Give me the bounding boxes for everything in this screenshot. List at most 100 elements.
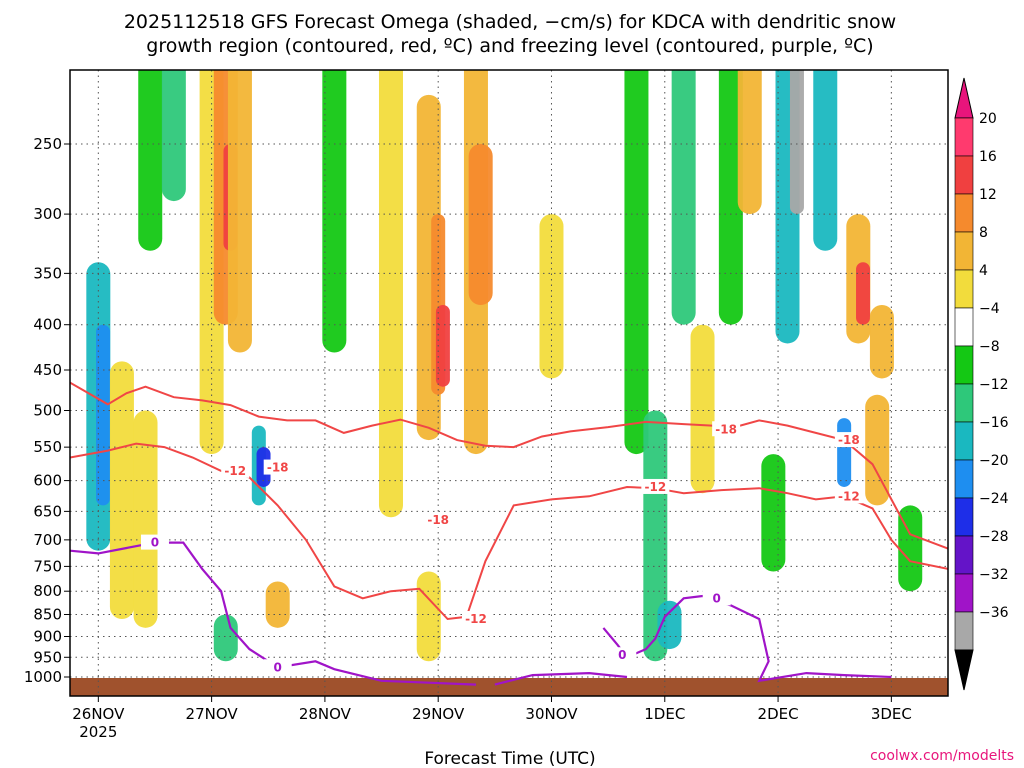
colorbar-swatch bbox=[954, 155, 974, 195]
y-tick-label: 750 bbox=[33, 557, 62, 575]
y-tick-label: 950 bbox=[33, 648, 62, 666]
y-tick-label: 700 bbox=[33, 531, 62, 549]
omega-cell bbox=[227, 70, 252, 353]
omega-cell bbox=[322, 70, 347, 353]
contour-label-bg bbox=[608, 647, 637, 663]
omega-cell bbox=[856, 262, 871, 325]
y-tick-label: 600 bbox=[33, 472, 62, 490]
contour-label: -18 bbox=[838, 433, 860, 447]
x-axis-label: Forecast Time (UTC) bbox=[424, 749, 595, 768]
omega-cell bbox=[109, 361, 134, 620]
y-tick-label: 400 bbox=[33, 316, 62, 334]
colorbar-tick-label: −12 bbox=[979, 377, 1009, 393]
colorbar-swatch bbox=[954, 573, 974, 613]
colorbar-tick-label: 12 bbox=[979, 187, 997, 203]
colorbar-tick-label: 8 bbox=[979, 225, 988, 241]
colorbar-swatch bbox=[954, 117, 974, 157]
contour-label: 0 bbox=[618, 648, 626, 662]
colorbar-tick-label: −28 bbox=[979, 529, 1009, 545]
title-line-2: growth region (contoured, red, ºC) and f… bbox=[146, 35, 873, 57]
omega-cell bbox=[265, 581, 290, 628]
x-tick-label: 26NOV bbox=[72, 705, 125, 723]
colorbar-swatch bbox=[954, 535, 974, 575]
colorbar-max-arrow bbox=[954, 77, 974, 119]
y-tick-label: 850 bbox=[33, 606, 62, 624]
omega-cell bbox=[690, 324, 715, 494]
freezing-contour-line bbox=[70, 541, 477, 686]
contour-label: -12 bbox=[224, 464, 246, 478]
omega-cell bbox=[657, 600, 682, 650]
y-axis: 250 300 350 400 450 500 550 600 650 700 750 800 850 9… bbox=[24, 135, 70, 686]
x-tick-label: 2DEC bbox=[758, 705, 799, 723]
colorbar-tick-label: −24 bbox=[979, 491, 1009, 507]
x-tick-label: 1DEC bbox=[644, 705, 685, 723]
omega-cell bbox=[671, 70, 696, 325]
omega-cell bbox=[718, 70, 743, 325]
omega-cell bbox=[837, 418, 852, 487]
ground-surface bbox=[70, 678, 948, 696]
y-tick-label: 550 bbox=[33, 438, 62, 456]
x-tick-label: 3DEC bbox=[871, 705, 912, 723]
y-tick-label: 250 bbox=[33, 135, 62, 153]
contour-label-bg bbox=[712, 421, 741, 437]
chart-title: 2025112518 GFS Forecast Omega (shaded, −… bbox=[124, 11, 896, 57]
contour-label: -12 bbox=[644, 480, 666, 494]
colorbar-tick-label: −20 bbox=[979, 453, 1009, 469]
colorbar-swatch bbox=[954, 345, 974, 385]
omega-shading bbox=[86, 70, 923, 662]
colorbar-min-arrow bbox=[954, 649, 974, 691]
freezing-contour-line bbox=[494, 671, 628, 686]
omega-cell bbox=[737, 70, 762, 215]
contours: -18 -18 -18 -18 -12 -12 -12 -12 0 0 0 0 bbox=[70, 381, 948, 686]
y-tick-label: 500 bbox=[33, 402, 62, 420]
colorbar-swatch bbox=[954, 383, 974, 423]
colorbar-tick-label: −36 bbox=[979, 605, 1009, 621]
grid-lines bbox=[70, 70, 948, 696]
title-line-1: 2025112518 GFS Forecast Omega (shaded, −… bbox=[124, 11, 896, 33]
y-tick-label: 900 bbox=[33, 627, 62, 645]
y-tick-label: 800 bbox=[33, 582, 62, 600]
contour-label-bg bbox=[702, 590, 731, 606]
contour-label: -18 bbox=[715, 422, 737, 436]
x-tick-label: 27NOV bbox=[186, 705, 239, 723]
colorbar-tick-label: −4 bbox=[979, 301, 1000, 317]
x-tick-label: 30NOV bbox=[525, 705, 578, 723]
omega-cell bbox=[813, 70, 838, 251]
contour-label: 0 bbox=[274, 660, 282, 674]
colorbar-tick-label: −16 bbox=[979, 415, 1009, 431]
omega-cell bbox=[865, 394, 890, 506]
colorbar-swatch bbox=[954, 307, 974, 347]
contour-label-bg bbox=[834, 432, 863, 448]
credit-text: coolwx.com/modelts bbox=[870, 748, 1014, 764]
colorbar-swatch bbox=[954, 231, 974, 271]
omega-cell bbox=[213, 614, 238, 662]
omega-cell bbox=[643, 410, 668, 662]
y-tick-label: 650 bbox=[33, 502, 62, 520]
contour-label-bg bbox=[461, 611, 490, 627]
y-tick-label: 450 bbox=[33, 361, 62, 379]
colorbar-swatch bbox=[954, 459, 974, 499]
contour-label-bg bbox=[140, 534, 169, 550]
omega-cell bbox=[789, 70, 804, 215]
ground-band bbox=[70, 678, 948, 696]
y-tick-label: 300 bbox=[33, 205, 62, 223]
colorbar-tick-label: −8 bbox=[979, 339, 1000, 355]
contour-label: 0 bbox=[713, 591, 721, 605]
x-tick-sublabel: 2025 bbox=[79, 723, 117, 741]
omega-cell bbox=[96, 324, 111, 506]
colorbar: 20 16 12 8 4 −4 −8 −12 −16 −20 −24 −28 −32 −36 bbox=[954, 77, 1009, 691]
colorbar-swatch bbox=[954, 193, 974, 233]
colorbar-swatch bbox=[954, 421, 974, 461]
dgz-contour-line bbox=[70, 381, 948, 550]
plot-frame bbox=[69, 69, 949, 697]
omega-cell bbox=[898, 505, 923, 592]
colorbar-swatch bbox=[954, 611, 974, 651]
omega-cell bbox=[624, 70, 649, 455]
contour-label-bg bbox=[263, 459, 292, 475]
colorbar-swatch bbox=[954, 269, 974, 309]
y-tick-label: 1000 bbox=[24, 668, 62, 686]
omega-cell bbox=[435, 304, 450, 387]
omega-cell bbox=[138, 70, 163, 251]
omega-cell bbox=[378, 70, 403, 518]
contour-label-bg bbox=[424, 512, 453, 528]
